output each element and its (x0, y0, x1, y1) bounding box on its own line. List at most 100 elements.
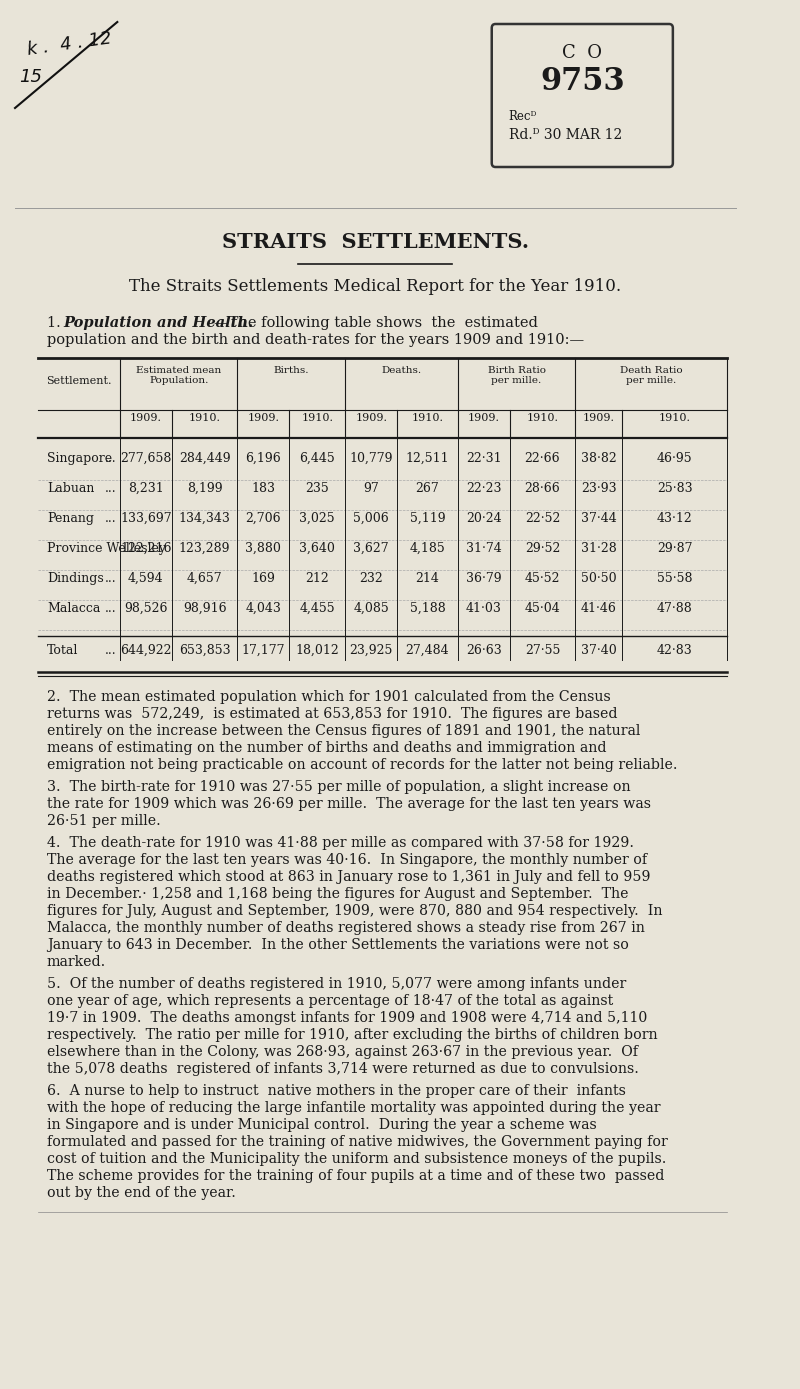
Text: Total: Total (47, 644, 78, 657)
Text: 122,216: 122,216 (120, 542, 172, 556)
Text: 38·82: 38·82 (581, 451, 617, 465)
Text: 6,445: 6,445 (299, 451, 335, 465)
Text: 1.: 1. (47, 317, 70, 331)
Text: 5,119: 5,119 (410, 513, 446, 525)
Text: 183: 183 (251, 482, 275, 494)
Text: deaths registered which stood at 863 in January rose to 1,361 in July and fell t: deaths registered which stood at 863 in … (47, 870, 650, 883)
Text: cost of tuition and the Municipality the uniform and subsistence moneys of the p: cost of tuition and the Municipality the… (47, 1151, 666, 1165)
Text: 29·52: 29·52 (525, 542, 560, 556)
Text: January to 643 in December.  In the other Settlements the variations were not so: January to 643 in December. In the other… (47, 938, 629, 951)
Text: means of estimating on the number of births and deaths and immigration and: means of estimating on the number of bir… (47, 740, 606, 756)
Text: 3.  The birth-rate for 1910 was 27·55 per mille of population, a slight increase: 3. The birth-rate for 1910 was 27·55 per… (47, 781, 630, 795)
Text: Labuan: Labuan (47, 482, 94, 494)
Text: 26·63: 26·63 (466, 644, 502, 657)
Text: 235: 235 (306, 482, 329, 494)
Text: the rate for 1909 which was 26·69 per mille.  The average for the last ten years: the rate for 1909 which was 26·69 per mi… (47, 797, 651, 811)
Text: ...: ... (105, 451, 116, 465)
Text: 2,706: 2,706 (246, 513, 281, 525)
Text: respectively.  The ratio per mille for 1910, after excluding the births of child: respectively. The ratio per mille for 19… (47, 1028, 658, 1042)
Text: ...: ... (105, 572, 116, 585)
Text: 5,006: 5,006 (354, 513, 389, 525)
Text: 29·87: 29·87 (657, 542, 693, 556)
Text: 4,043: 4,043 (246, 601, 281, 615)
FancyBboxPatch shape (492, 24, 673, 167)
Text: 26·51 per mille.: 26·51 per mille. (47, 814, 161, 828)
Text: the 5,078 deaths  registered of infants 3,714 were returned as due to convulsion: the 5,078 deaths registered of infants 3… (47, 1063, 638, 1076)
Text: 2.  The mean estimated population which for 1901 calculated from the Census: 2. The mean estimated population which f… (47, 690, 610, 704)
Text: 50·50: 50·50 (581, 572, 617, 585)
Text: 8,199: 8,199 (186, 482, 222, 494)
Text: 17,177: 17,177 (242, 644, 285, 657)
Text: 18,012: 18,012 (295, 644, 339, 657)
Text: 5.  Of the number of deaths registered in 1910, 5,077 were among infants under: 5. Of the number of deaths registered in… (47, 976, 626, 990)
Text: 6,196: 6,196 (246, 451, 281, 465)
Text: 4,085: 4,085 (354, 601, 389, 615)
Text: 23,925: 23,925 (350, 644, 393, 657)
Text: Penang: Penang (47, 513, 94, 525)
Text: in December.· 1,258 and 1,168 being the figures for August and September.  The: in December.· 1,258 and 1,168 being the … (47, 888, 629, 901)
Text: 36·79: 36·79 (466, 572, 502, 585)
Text: 1909.: 1909. (355, 413, 387, 424)
Text: 28·66: 28·66 (525, 482, 560, 494)
Text: The average for the last ten years was 40·16.  In Singapore, the monthly number : The average for the last ten years was 4… (47, 853, 647, 867)
Text: 22·66: 22·66 (525, 451, 560, 465)
Text: 22·23: 22·23 (466, 482, 502, 494)
Text: k .  4 . 12: k . 4 . 12 (26, 29, 113, 58)
Text: population and the birth and death-rates for the years 1909 and 1910:—: population and the birth and death-rates… (47, 333, 584, 347)
Text: 6.  A nurse to help to instruct  native mothers in the proper care of their  inf: 6. A nurse to help to instruct native mo… (47, 1083, 626, 1097)
Text: 27·55: 27·55 (525, 644, 560, 657)
Text: The scheme provides for the training of four pupils at a time and of these two  : The scheme provides for the training of … (47, 1170, 664, 1183)
Text: 4,455: 4,455 (299, 601, 335, 615)
Text: 12,511: 12,511 (406, 451, 450, 465)
Text: 9753: 9753 (540, 67, 625, 97)
Text: 27,484: 27,484 (406, 644, 450, 657)
Text: Malacca: Malacca (47, 601, 100, 615)
Text: 55·58: 55·58 (657, 572, 693, 585)
Text: ...: ... (105, 482, 116, 494)
Text: 41·03: 41·03 (466, 601, 502, 615)
Text: 1909.: 1909. (247, 413, 279, 424)
Text: 4,185: 4,185 (410, 542, 446, 556)
Text: 134,343: 134,343 (178, 513, 230, 525)
Text: 1910.: 1910. (189, 413, 221, 424)
Text: 169: 169 (251, 572, 275, 585)
Text: emigration not being practicable on account of records for the latter not being : emigration not being practicable on acco… (47, 758, 678, 772)
Text: 37·40: 37·40 (581, 644, 617, 657)
Text: 31·28: 31·28 (581, 542, 617, 556)
Text: formulated and passed for the training of native midwives, the Government paying: formulated and passed for the training o… (47, 1135, 668, 1149)
Text: out by the end of the year.: out by the end of the year. (47, 1186, 236, 1200)
Text: 5,188: 5,188 (410, 601, 446, 615)
Text: Population and Health.: Population and Health. (64, 317, 254, 331)
Text: 277,658: 277,658 (120, 451, 172, 465)
Text: Births.: Births. (274, 365, 309, 375)
Text: 10,779: 10,779 (350, 451, 393, 465)
Text: The Straits Settlements Medical Report for the Year 1910.: The Straits Settlements Medical Report f… (130, 278, 622, 294)
Text: 644,922: 644,922 (120, 644, 172, 657)
Text: one year of age, which represents a percentage of 18·47 of the total as against: one year of age, which represents a perc… (47, 995, 613, 1008)
Text: Deaths.: Deaths. (382, 365, 422, 375)
Text: ...: ... (105, 644, 116, 657)
Text: ...: ... (105, 601, 116, 615)
Text: 1909.: 1909. (582, 413, 614, 424)
Text: 19·7 in 1909.  The deaths amongst infants for 1909 and 1908 were 4,714 and 5,110: 19·7 in 1909. The deaths amongst infants… (47, 1011, 647, 1025)
Text: C  O: C O (562, 44, 602, 63)
Text: 22·52: 22·52 (525, 513, 560, 525)
Text: 4,594: 4,594 (128, 572, 164, 585)
Text: 284,449: 284,449 (178, 451, 230, 465)
Text: 267: 267 (415, 482, 439, 494)
Text: 20·24: 20·24 (466, 513, 502, 525)
Text: Rd.ᴰ 30 MAR 12: Rd.ᴰ 30 MAR 12 (509, 128, 622, 142)
Text: 97: 97 (363, 482, 379, 494)
Text: 41·46: 41·46 (581, 601, 617, 615)
Text: in Singapore and is under Municipal control.  During the year a scheme was: in Singapore and is under Municipal cont… (47, 1118, 597, 1132)
Text: 45·04: 45·04 (525, 601, 560, 615)
Text: 232: 232 (359, 572, 383, 585)
Text: 8,231: 8,231 (128, 482, 164, 494)
Text: 1910.: 1910. (301, 413, 333, 424)
Text: 25·83: 25·83 (657, 482, 693, 494)
Text: 31·74: 31·74 (466, 542, 502, 556)
Text: Malacca, the monthly number of deaths registered shows a steady rise from 267 in: Malacca, the monthly number of deaths re… (47, 921, 645, 935)
Text: 3,640: 3,640 (299, 542, 335, 556)
Text: Dindings: Dindings (47, 572, 104, 585)
Text: 3,627: 3,627 (354, 542, 389, 556)
